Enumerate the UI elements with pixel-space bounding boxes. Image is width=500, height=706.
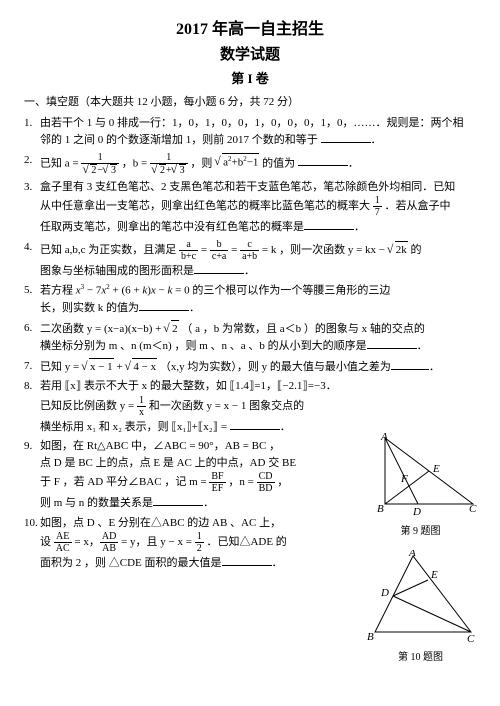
question-2: 2. 已知 a = 12−3 ，b = 12+3 ，则 a2+b2−1 的值为 … [24, 152, 476, 176]
question-number: 5. [24, 282, 40, 317]
question-7: 7. 已知 y = x − 1 + 4 − x （x,y 均为实数），则 y 的… [24, 358, 476, 376]
part-label: 第 I 卷 [24, 69, 476, 89]
figure-9-label: 第 9 题图 [363, 524, 478, 539]
question-body: 由若干个 1 与 0 排成一行：1，0，1，0，0，1，0，0，0，1，0，……… [40, 115, 476, 149]
question-5: 5. 若方程 x3 − 7x2 + (6 + k)x − k = 0 的三个根可… [24, 282, 476, 317]
svg-text:B: B [377, 503, 384, 515]
svg-text:A: A [408, 550, 416, 559]
svg-text:D: D [412, 506, 421, 518]
question-number: 10. [24, 515, 40, 572]
title-line-2: 数学试题 [24, 44, 476, 67]
question-body: 盒子里有 3 支红色笔芯、2 支黑色笔芯和若干支蓝色笔芯，笔芯除颜色外均相同．已… [40, 179, 476, 236]
question-1: 1. 由若干个 1 与 0 排成一行：1，0，1，0，0，1，0，0，0，1，0… [24, 115, 476, 149]
svg-text:E: E [430, 569, 438, 581]
question-body: 若方程 x3 − 7x2 + (6 + k)x − k = 0 的三个根可以作为… [40, 282, 476, 317]
svg-text:D: D [380, 587, 389, 599]
figure-10-label: 第 10 题图 [363, 650, 478, 665]
triangle-figure-10: A B C D E [363, 550, 478, 644]
question-body: 已知 y = x − 1 + 4 − x （x,y 均为实数），则 y 的最大值… [40, 358, 476, 376]
question-body: 已知 a = 12−3 ，b = 12+3 ，则 a2+b2−1 的值为 ． [40, 152, 476, 176]
svg-text:A: A [380, 432, 388, 443]
figure-10: A B C D E 第 10 题图 [363, 550, 478, 665]
question-4: 4. 已知 a,b,c 为正实数，且满足 ab+c = bc+a = ca+b … [24, 239, 476, 280]
question-number: 3. [24, 179, 40, 236]
question-8: 8. 若用 ⟦x⟧ 表示不大于 x 的最大整数，如 ⟦1.4⟧=1，⟦−2.1⟧… [24, 378, 476, 435]
svg-text:C: C [469, 503, 477, 515]
question-number: 8. [24, 378, 40, 435]
question-3: 3. 盒子里有 3 支红色笔芯、2 支黑色笔芯和若干支蓝色笔芯，笔芯除颜色外均相… [24, 179, 476, 236]
title-line-1: 2017 年高一自主招生 [24, 18, 476, 42]
question-body: 已知 a,b,c 为正实数，且满足 ab+c = bc+a = ca+b = k… [40, 239, 476, 280]
question-number: 9. [24, 438, 40, 512]
svg-text:B: B [367, 631, 374, 643]
question-number: 4. [24, 239, 40, 280]
svg-text:C: C [467, 633, 475, 644]
triangle-figure-9: A B C D E F [363, 432, 478, 518]
svg-text:E: E [432, 463, 440, 475]
question-6: 6. 二次函数 y = (x−a)(x−b) + 2 （ a ，b 为常数，且 … [24, 320, 476, 355]
question-number: 6. [24, 320, 40, 355]
question-body: 二次函数 y = (x−a)(x−b) + 2 （ a ，b 为常数，且 a＜b… [40, 320, 476, 355]
question-number: 1. [24, 115, 40, 149]
question-number: 2. [24, 152, 40, 176]
question-number: 7. [24, 358, 40, 376]
section-heading: 一、填空题（本大题共 12 小题，每小题 6 分，共 72 分） [24, 94, 476, 111]
figure-9: A B C D E F 第 9 题图 [363, 432, 478, 539]
question-body: 若用 ⟦x⟧ 表示不大于 x 的最大整数，如 ⟦1.4⟧=1，⟦−2.1⟧=−3… [40, 378, 476, 435]
svg-text:F: F [400, 473, 408, 485]
